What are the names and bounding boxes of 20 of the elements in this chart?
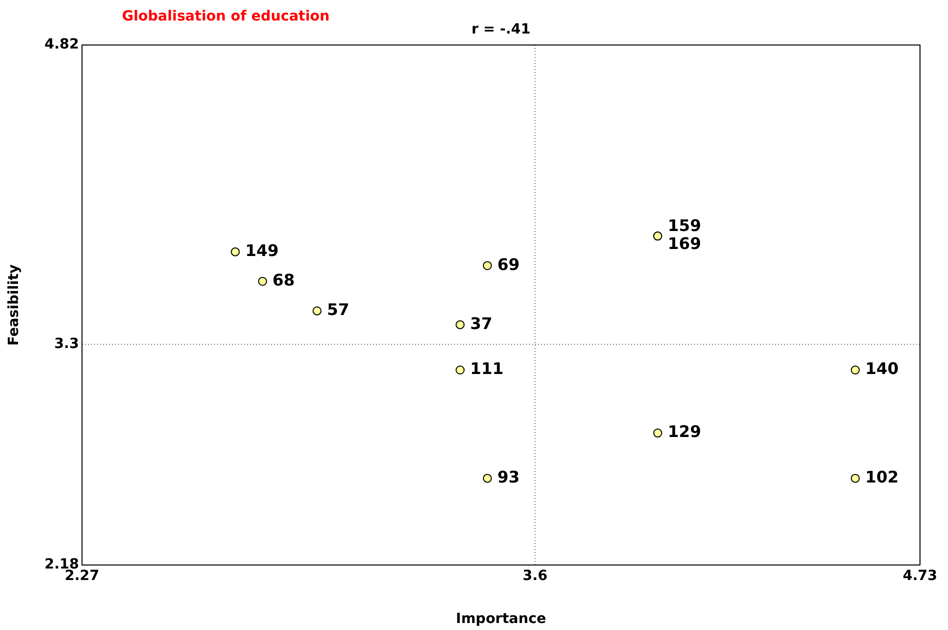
annotation: 149 <box>245 240 279 260</box>
x-axis-title: Importance <box>456 611 546 628</box>
y-tick-label: 3.3 <box>54 336 79 352</box>
chart-title: Globalisation of education <box>122 8 330 25</box>
annotation: 69 <box>497 254 520 274</box>
annotation: 159 <box>668 216 702 236</box>
annotation: 68 <box>272 270 295 290</box>
annotation: 129 <box>668 422 702 442</box>
y-axis-title: Feasibility <box>6 264 22 346</box>
annotation: 37 <box>470 314 492 333</box>
x-tick-label: 3.6 <box>522 568 548 584</box>
chart-subtitle: r = -.41 <box>472 22 530 38</box>
x-tick-label: 4.73 <box>902 568 938 584</box>
y-tick-label: 4.82 <box>44 36 79 53</box>
annotation: 140 <box>865 359 899 378</box>
annotation: 111 <box>470 359 504 378</box>
annotation: 102 <box>865 467 899 486</box>
annotation: 93 <box>497 467 520 486</box>
annotation: 169 <box>668 234 702 254</box>
annotation: 57 <box>327 300 350 320</box>
